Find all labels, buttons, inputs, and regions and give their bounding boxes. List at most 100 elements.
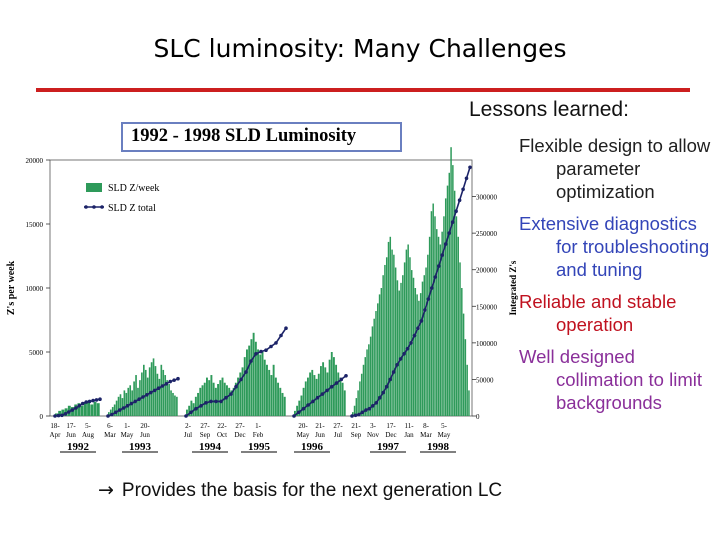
bar-run-1992 [55,413,58,416]
bar-run-1993 [146,377,149,416]
bar-run-1997-98 [377,303,379,416]
bar-run-1997-98 [425,267,427,416]
total-point-run-1993 [160,384,165,388]
bar-run-1997-98 [400,282,402,416]
date-tick-month: Dec [234,431,245,439]
total-point-run-1997-98 [461,187,465,192]
bar-run-1994-95 [254,341,257,416]
footer-text: Provides the basis for the next generati… [121,480,503,501]
y-tick-label: 15000 [26,221,44,229]
bar-run-1997-98 [434,216,436,416]
date-tick-day: 20- [298,422,308,430]
bar-run-1994-95 [208,380,211,416]
bar-run-1994-95 [263,359,266,416]
bar-run-1997-98 [443,216,445,416]
bar-run-1997-98 [368,344,370,416]
total-point-run-1997-98 [440,253,445,257]
bar-run-1997-98 [437,236,440,416]
date-tick-month: Mar [420,431,432,439]
bar-run-1992 [80,405,84,416]
bar-run-1997-98 [452,165,454,416]
lesson-reliable-operation: Reliable and stable operation [519,291,677,335]
total-point-run-1993 [156,386,161,391]
bar-run-1994-95 [272,364,275,416]
bar-run-1994-95 [186,409,188,416]
date-tick-month: Jul [184,431,192,439]
total-point-run-1997-98 [416,326,420,331]
bar-run-1994-95 [257,349,260,416]
y-tick-label: 20000 [26,157,44,165]
bar-run-1993 [113,404,116,416]
date-tick-day: 22- [217,422,227,430]
date-tick-day: 2- [185,422,192,430]
y-axis-label: Z's per week [6,260,17,315]
total-point-run-1996 [325,388,329,393]
date-tick-month: Jun [66,431,76,439]
bar-run-1993 [162,369,165,416]
bar-run-1992 [90,404,94,416]
total-point-run-1993 [114,410,118,415]
bar-run-1997-98 [359,381,361,416]
bar-run-1993 [176,396,178,416]
total-point-run-1997-98 [388,377,393,382]
date-tick-day: 21- [351,422,361,430]
date-tick-day: 11- [404,422,414,430]
total-point-run-1993 [137,397,141,402]
bar-run-1993 [164,375,167,416]
total-point-run-1996 [344,374,348,378]
bar-run-1997-98 [394,267,397,416]
bar-run-1992 [74,404,78,416]
date-tick-day: 6- [107,422,114,430]
date-tick-month: May [121,431,134,439]
bar-run-1997-98 [416,294,418,416]
bar-run-1994-95 [199,387,202,416]
date-tick-month: May [438,431,451,439]
bar-run-1997-98 [428,236,431,416]
date-tick-month: May [297,431,310,439]
bar-run-1996 [309,372,312,416]
total-point-run-1997-98 [357,412,361,417]
bar-run-1997-98 [459,262,461,416]
bar-run-1997-98 [419,293,422,416]
bar-run-1994-95 [228,387,231,416]
bar-run-1992 [87,400,91,416]
lessons-heading: Lessons learned: [469,98,629,121]
total-point-run-1997-98 [402,352,406,356]
title-divider [36,88,690,92]
total-point-run-1997-98 [395,363,399,367]
date-tick-day: 1- [124,422,131,430]
total-point-run-1994-95 [199,404,203,408]
total-point-run-1996 [315,395,320,400]
date-tick-month: Jan [404,431,414,439]
bar-run-1997-98 [414,288,417,416]
y2-tick-label: 200000 [476,267,498,275]
bar-run-1994-95 [217,384,220,416]
bar-run-1997-98 [380,288,383,416]
total-point-run-1993 [176,376,180,381]
total-point-run-1994-95 [229,392,233,396]
bar-run-1994-95 [239,372,242,416]
bar-run-1993 [123,390,126,416]
bar-run-1992 [61,409,65,416]
bar-run-1993 [156,373,159,416]
total-point-run-1992 [91,398,95,403]
bar-run-1994-95 [274,377,277,416]
bar-run-1993 [150,362,153,416]
bar-run-1996 [311,369,314,416]
date-tick-month: Feb [253,431,264,439]
bar-run-1997-98 [439,244,442,416]
bar-run-1994-95 [250,339,253,416]
date-tick-day: 27- [200,422,210,430]
total-point-run-1992 [98,397,102,402]
bar-run-1993 [144,369,147,416]
bar-run-1992 [96,403,100,416]
bar-run-1997-98 [384,264,386,416]
year-label: 1997 [377,441,400,453]
bar-run-1993 [143,364,145,416]
date-tick-day: 5- [441,422,448,430]
total-point-run-1993 [149,390,153,395]
bar-run-1994-95 [243,357,246,416]
total-point-run-1997-98 [384,384,389,389]
bar-run-1997-98 [466,364,468,416]
total-point-run-1997-98 [457,198,462,202]
